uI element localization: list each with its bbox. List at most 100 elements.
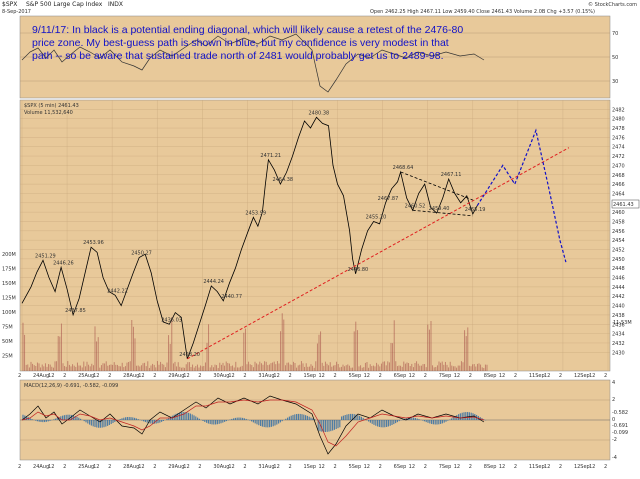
date-tick-mid-16: 31Aug: [258, 373, 274, 379]
date-tick-bot-0: 2: [18, 464, 21, 470]
date-tick-mid-6: 2: [108, 373, 111, 379]
date-tick-bot-39: 2: [604, 464, 607, 470]
date-tick-mid-11: 12: [183, 373, 189, 379]
price-label-11: 2471.21: [260, 153, 281, 159]
date-tick-mid-39: 2: [604, 373, 607, 379]
date-tick-bot-2: 12: [48, 464, 54, 470]
price-panel: 2430 2432 2434 2436 2438 2440 2442 2444 2446 2448…: [2, 99, 640, 372]
macd-tick-0: 0: [612, 417, 615, 423]
date-tick-mid-29: 12: [454, 373, 460, 379]
price-label-5: 2450.27: [131, 250, 152, 256]
price-tick-10: 2450: [612, 257, 625, 263]
price-label-7: 2428.20: [179, 352, 200, 358]
date-tick-mid-35: 12: [544, 373, 550, 379]
date-tick-bot-16: 31Aug: [258, 464, 274, 470]
price-label-10: 2453.99: [245, 210, 266, 216]
volume-panel-label: Volume 11,532,640: [24, 110, 73, 116]
ending-diagonal-upper: [400, 171, 473, 201]
price-label-18: 2460.52: [405, 203, 426, 209]
date-tick-bot-11: 12: [183, 464, 189, 470]
price-tick-13: 2456: [612, 229, 625, 235]
price-label-16: 2467.87: [378, 196, 399, 202]
price-tick-20: 2470: [612, 163, 625, 169]
price-tick-6: 2442: [612, 294, 625, 300]
price-label-15: 2455.20: [366, 214, 387, 220]
price-tick-26: 2482: [612, 107, 625, 113]
date-tick-mid-34: 11Sep: [529, 373, 545, 379]
macd-value-signal: -0.582: [612, 410, 628, 416]
date-tick-mid-18: 2: [288, 373, 291, 379]
volume-tick-7: 25M: [2, 354, 13, 360]
price-tick-4: 2438: [612, 313, 625, 319]
macd-value-macd: -0.691: [612, 423, 628, 429]
price-tick-15: 2460: [612, 210, 625, 216]
price-tick-22: 2474: [612, 145, 625, 151]
date-tick-mid-26: 12: [409, 373, 415, 379]
volume-tick-4: 100M: [2, 310, 16, 316]
date-tick-bot-38: 12: [589, 464, 595, 470]
date-tick-bot-12: 2: [198, 464, 201, 470]
price-tick-14: 2458: [612, 219, 625, 225]
date-tick-mid-1: 24Aug: [33, 373, 49, 379]
date-tick-bot-21: 2: [334, 464, 337, 470]
annotation-line-3: path -- so be aware that sustained trade…: [32, 50, 444, 62]
date-tick-bot-24: 2: [379, 464, 382, 470]
date-tick-bot-33: 2: [514, 464, 517, 470]
chart-date: 8-Sep-2017: [2, 9, 31, 15]
price-tick-19: 2468: [612, 173, 625, 179]
price-label-19: 2467.11: [441, 172, 462, 178]
macd-tick-neg2: -2: [612, 437, 617, 443]
price-tick-8: 2446: [612, 276, 625, 282]
price-label-13: 2480.38: [309, 110, 330, 116]
date-tick-bot-30: 2: [469, 464, 472, 470]
date-tick-bot-20: 12: [319, 464, 325, 470]
date-tick-mid-5: 12: [93, 373, 99, 379]
price-label-1: 2446.26: [53, 260, 74, 266]
rsi-panel: 70 50 30: [19, 15, 618, 99]
date-tick-bot-26: 12: [409, 464, 415, 470]
date-tick-mid-37: 12Sep: [574, 373, 590, 379]
ending-diagonal-lower: [412, 209, 473, 217]
date-tick-mid-12: 2: [198, 373, 201, 379]
watermark: © StockCharts.com: [588, 1, 637, 8]
date-tick-mid-20: 12: [319, 373, 325, 379]
date-tick-bot-15: 2: [243, 464, 246, 470]
date-tick-bot-6: 2: [108, 464, 111, 470]
date-tick-mid-10: 29Aug: [168, 373, 184, 379]
date-tick-bot-19: 1Sep: [303, 464, 316, 470]
date-tick-mid-14: 12: [228, 373, 234, 379]
price-tick-0: 2430: [612, 350, 625, 356]
date-tick-mid-9: 2: [153, 373, 156, 379]
date-tick-mid-33: 2: [514, 373, 517, 379]
date-tick-bot-22: 5Sep: [349, 464, 362, 470]
date-tick-mid-21: 2: [334, 373, 337, 379]
price-tick-5: 2440: [612, 304, 625, 310]
price-tick-24: 2478: [612, 126, 625, 132]
date-tick-bot-17: 12: [273, 464, 279, 470]
macd-value-hist: -0.099: [612, 430, 628, 436]
date-tick-mid-19: 1Sep: [303, 373, 316, 379]
date-tick-mid-23: 12: [364, 373, 370, 379]
date-tick-mid-36: 2: [559, 373, 562, 379]
price-label-9: 2440.77: [221, 294, 242, 300]
volume-tick-5: 75M: [2, 325, 13, 331]
volume-bars: [22, 313, 488, 371]
date-tick-bot-35: 12: [544, 464, 550, 470]
price-label-17: 2468.64: [393, 165, 414, 171]
ohlc-readout: Open 2462.25 High 2467.11 Low 2459.40 Cl…: [370, 9, 595, 15]
date-tick-bot-3: 2: [63, 464, 66, 470]
date-tick-bot-4: 25Aug: [78, 464, 94, 470]
rsi-tick-70: 70: [612, 31, 618, 37]
volume-last-badge: 11.53M: [613, 320, 632, 326]
price-tick-3: 2436: [612, 322, 625, 328]
macd-signal-line: [21, 399, 485, 447]
macd-tick-4: 4: [612, 380, 615, 386]
date-tick-mid-7: 28Aug: [123, 373, 139, 379]
date-tick-bot-10: 29Aug: [168, 464, 184, 470]
price-tick-21: 2472: [612, 154, 625, 160]
date-tick-bot-28: 7Sep: [439, 464, 452, 470]
date-tick-mid-22: 5Sep: [349, 373, 362, 379]
date-tick-mid-30: 2: [469, 373, 472, 379]
annotation-line-1: 9/11/17: In black is a potential ending …: [32, 24, 463, 36]
annotation-line-2: price zone. My best-guess path is shown …: [32, 37, 449, 49]
